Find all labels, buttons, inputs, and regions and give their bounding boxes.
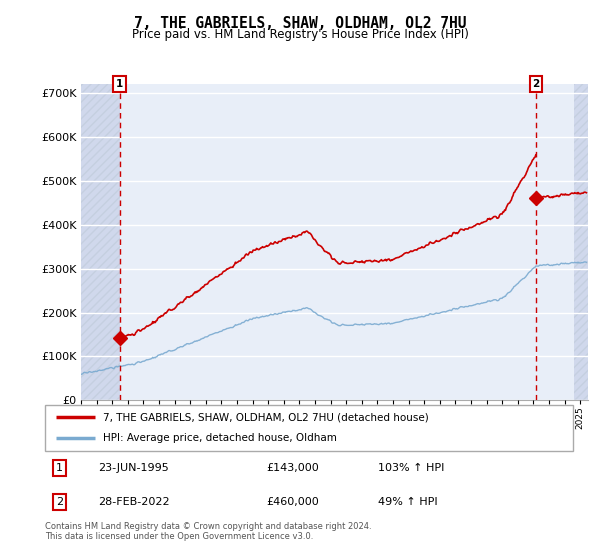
- Text: 49% ↑ HPI: 49% ↑ HPI: [377, 497, 437, 507]
- Text: £460,000: £460,000: [267, 497, 320, 507]
- Text: 2: 2: [532, 79, 539, 89]
- Text: Price paid vs. HM Land Registry's House Price Index (HPI): Price paid vs. HM Land Registry's House …: [131, 28, 469, 41]
- Text: 23-JUN-1995: 23-JUN-1995: [98, 463, 169, 473]
- Bar: [574, 84, 588, 400]
- Text: HPI: Average price, detached house, Oldham: HPI: Average price, detached house, Oldh…: [103, 433, 337, 444]
- FancyBboxPatch shape: [45, 405, 573, 451]
- Text: 7, THE GABRIELS, SHAW, OLDHAM, OL2 7HU: 7, THE GABRIELS, SHAW, OLDHAM, OL2 7HU: [134, 16, 466, 31]
- Text: Contains HM Land Registry data © Crown copyright and database right 2024.
This d: Contains HM Land Registry data © Crown c…: [45, 522, 371, 542]
- Text: 1: 1: [56, 463, 63, 473]
- Text: 2: 2: [56, 497, 64, 507]
- Text: £143,000: £143,000: [267, 463, 320, 473]
- Text: 28-FEB-2022: 28-FEB-2022: [98, 497, 169, 507]
- Text: 1: 1: [116, 79, 124, 89]
- Text: 7, THE GABRIELS, SHAW, OLDHAM, OL2 7HU (detached house): 7, THE GABRIELS, SHAW, OLDHAM, OL2 7HU (…: [103, 412, 429, 422]
- Text: 103% ↑ HPI: 103% ↑ HPI: [377, 463, 444, 473]
- Bar: [81, 84, 119, 400]
- Bar: [574, 84, 588, 400]
- Bar: [81, 84, 119, 400]
